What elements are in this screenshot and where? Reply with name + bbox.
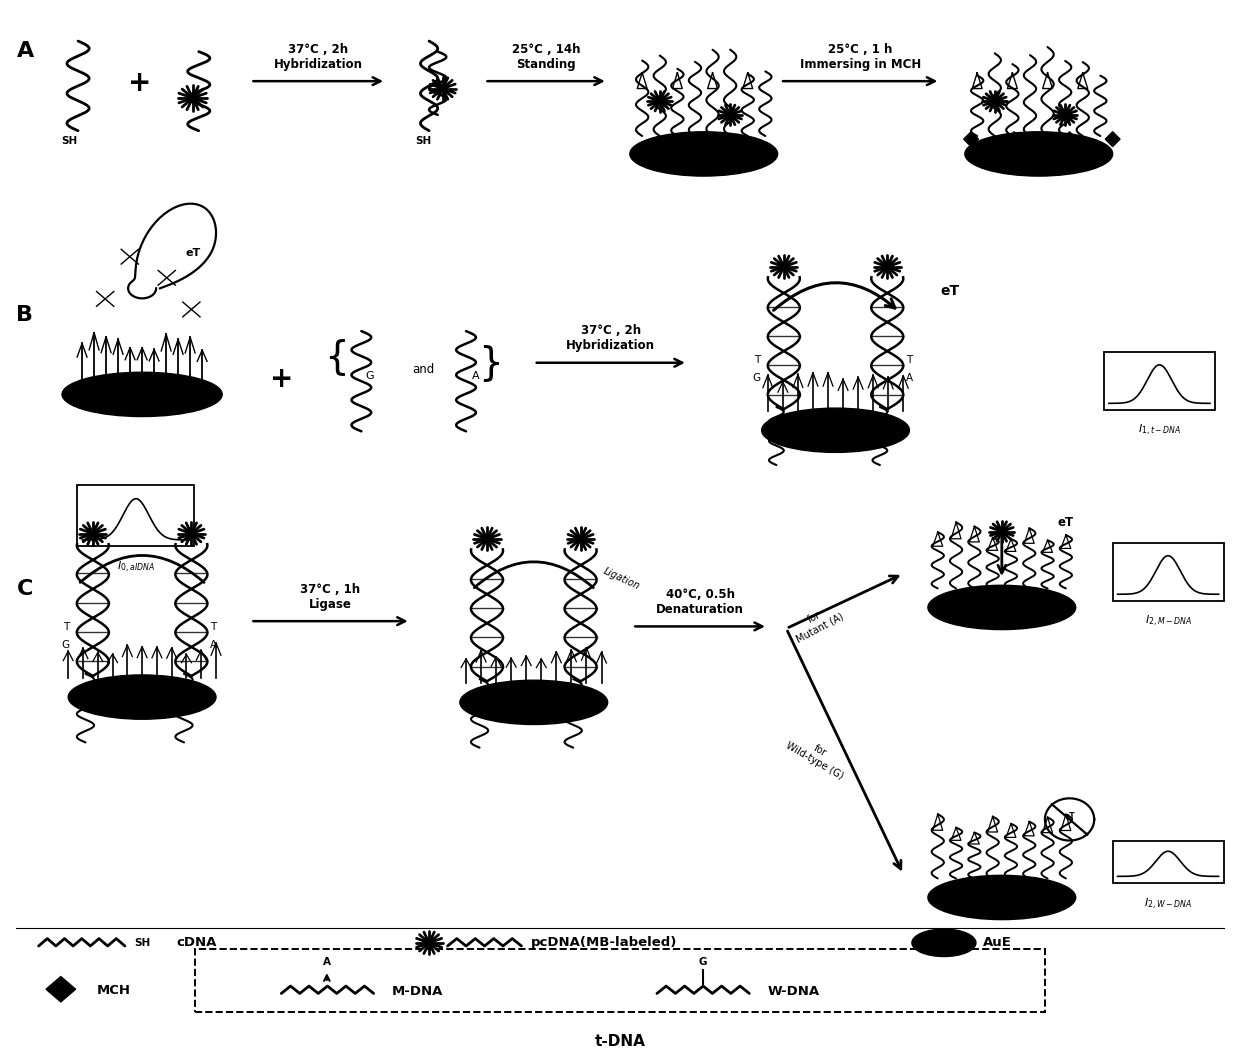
Text: eT: eT	[1064, 812, 1075, 821]
Text: SH: SH	[135, 938, 151, 948]
Bar	[1104, 352, 1215, 409]
Ellipse shape	[68, 675, 216, 720]
Bar	[1112, 542, 1224, 601]
Text: 25°C , 1 h
Immersing in MCH: 25°C , 1 h Immersing in MCH	[800, 43, 921, 70]
Text: Ligation: Ligation	[601, 566, 641, 591]
Text: +: +	[269, 365, 293, 392]
Circle shape	[578, 537, 584, 541]
Text: SH: SH	[61, 136, 78, 147]
Text: eT: eT	[185, 248, 201, 258]
Text: G: G	[698, 957, 707, 967]
Text: $I_{1,t-DNA}$: $I_{1,t-DNA}$	[1138, 423, 1182, 439]
Ellipse shape	[630, 132, 777, 176]
Polygon shape	[963, 132, 978, 147]
Text: T: T	[63, 622, 69, 631]
Polygon shape	[46, 977, 76, 1002]
Text: SH: SH	[415, 136, 432, 147]
Text: T: T	[906, 355, 913, 365]
Circle shape	[657, 99, 662, 103]
Text: A: A	[322, 957, 331, 967]
Circle shape	[190, 96, 196, 101]
Circle shape	[884, 265, 890, 269]
Circle shape	[781, 265, 787, 269]
Text: B: B	[16, 305, 33, 325]
Text: G: G	[366, 371, 374, 381]
Text: AuE: AuE	[983, 937, 1012, 949]
Ellipse shape	[965, 132, 1112, 176]
Ellipse shape	[928, 586, 1076, 629]
Text: W-DNA: W-DNA	[768, 984, 820, 998]
Circle shape	[992, 99, 997, 103]
Polygon shape	[1063, 132, 1078, 147]
Text: G: G	[753, 373, 761, 383]
Text: C: C	[16, 579, 32, 598]
Polygon shape	[1105, 132, 1120, 147]
Polygon shape	[1007, 132, 1022, 147]
Text: MCH: MCH	[97, 983, 130, 997]
Text: }: }	[479, 343, 503, 382]
Text: $I_{0,aIDNA}$: $I_{0,aIDNA}$	[117, 560, 155, 575]
Ellipse shape	[460, 680, 608, 725]
Circle shape	[427, 941, 432, 945]
Text: A: A	[906, 373, 913, 383]
Circle shape	[89, 532, 95, 536]
Text: pcDNA(MB-labeled): pcDNA(MB-labeled)	[531, 937, 678, 949]
Text: eT: eT	[940, 284, 960, 298]
Ellipse shape	[911, 929, 976, 957]
Text: A: A	[210, 640, 217, 649]
Circle shape	[999, 529, 1004, 534]
Text: M-DNA: M-DNA	[392, 984, 444, 998]
Text: 40°C, 0.5h
Denaturation: 40°C, 0.5h Denaturation	[656, 588, 744, 615]
Text: cDNA: cDNA	[176, 937, 217, 949]
Text: A: A	[472, 371, 480, 381]
Text: 37°C , 2h
Hybridization: 37°C , 2h Hybridization	[567, 324, 655, 352]
Text: $I_{2,M-DNA}$: $I_{2,M-DNA}$	[1145, 614, 1192, 629]
Text: {: {	[325, 338, 350, 376]
Text: 25°C , 14h
Standing: 25°C , 14h Standing	[512, 43, 580, 70]
Bar	[77, 485, 195, 546]
Text: +: +	[128, 69, 151, 98]
Text: for
Wild-type (G): for Wild-type (G)	[784, 730, 851, 781]
Text: A: A	[16, 41, 33, 61]
Text: 37°C , 2h
Hybridization: 37°C , 2h Hybridization	[274, 43, 363, 70]
Text: G: G	[62, 640, 69, 649]
Circle shape	[728, 113, 733, 117]
Circle shape	[188, 532, 195, 536]
Bar	[1112, 841, 1224, 882]
Text: 37°C , 1h
Ligase: 37°C , 1h Ligase	[300, 583, 361, 610]
Text: and: and	[412, 364, 434, 376]
Text: $I_{2,W-DNA}$: $I_{2,W-DNA}$	[1145, 896, 1192, 911]
Text: T: T	[754, 355, 760, 365]
Circle shape	[1063, 113, 1068, 117]
Text: for
Mutant (A): for Mutant (A)	[789, 601, 846, 644]
Circle shape	[484, 537, 490, 541]
Polygon shape	[128, 204, 216, 299]
Circle shape	[440, 86, 445, 91]
Text: T: T	[211, 622, 217, 631]
Text: eT: eT	[1058, 517, 1074, 529]
Ellipse shape	[761, 408, 909, 453]
Ellipse shape	[928, 875, 1076, 919]
Ellipse shape	[62, 372, 222, 417]
Text: t-DNA: t-DNA	[594, 1034, 646, 1049]
